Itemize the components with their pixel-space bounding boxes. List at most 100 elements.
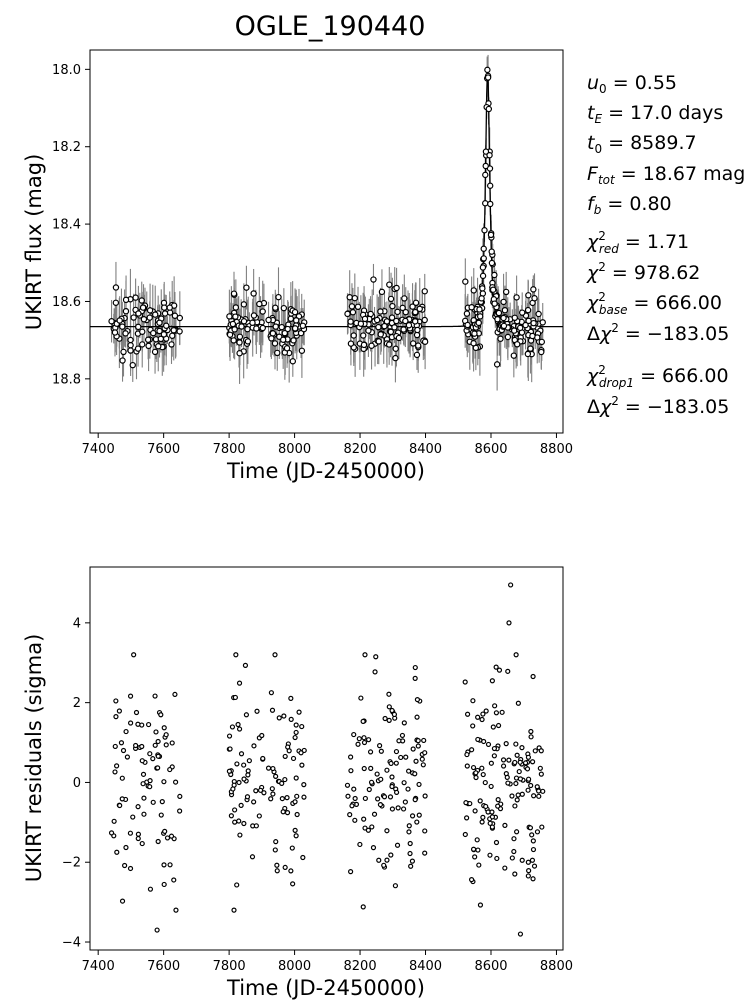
lightcurve-x-ticks: 7400 7600 7800 8000 8200 8400 8600 8800 [82, 433, 573, 457]
residual-point [293, 833, 299, 839]
residual-point [152, 693, 158, 699]
residual-point [422, 850, 428, 856]
param-tE: tE = 17.0 days [587, 102, 723, 126]
lightcurve-point [405, 322, 413, 329]
param-Ftot: Ftot = 18.67 mag [587, 163, 745, 187]
residual-point [140, 781, 146, 787]
lightcurve-point [421, 338, 429, 345]
lightcurve-point [377, 331, 384, 338]
residual-point [396, 738, 402, 744]
residual-point [285, 744, 291, 750]
lightcurve-point [230, 290, 238, 297]
lightcurve-point [351, 294, 359, 302]
lightcurve-point [287, 315, 295, 323]
lightcurve-y-ticks: 18.0 18.2 18.4 18.6 18.8 [52, 63, 90, 387]
residual-point [128, 720, 134, 726]
residual-point [412, 771, 418, 777]
residual-point [294, 811, 300, 818]
lightcurve-point [471, 330, 478, 337]
residual-point [407, 850, 413, 857]
residual-point [135, 835, 141, 842]
lightcurve-point [497, 335, 504, 342]
residual-point [274, 862, 280, 868]
x-tick-label: 8200 [344, 959, 377, 974]
residual-point [530, 838, 536, 844]
lightcurve-point [122, 307, 130, 315]
lightcurve-point [236, 350, 243, 357]
residual-point [401, 720, 407, 726]
residual-point [235, 721, 241, 728]
residual-point [464, 751, 470, 758]
lightcurve-point [265, 316, 272, 324]
lightcurve-point [530, 319, 537, 327]
lightcurve-point [510, 352, 518, 359]
residual-point [538, 748, 544, 754]
lightcurve-point [495, 309, 503, 317]
residual-point [395, 805, 401, 811]
residual-point [243, 712, 250, 718]
residual-point [242, 662, 249, 668]
residual-point [475, 736, 481, 743]
residual-point [351, 786, 357, 792]
residual-point [464, 711, 471, 717]
param-chi2-drop1: χ2 drop1 = 666.00 [586, 363, 729, 390]
lightcurve-point [488, 248, 495, 255]
residual-point [499, 709, 505, 715]
lightcurve-point [360, 341, 368, 349]
lightcurve-point [112, 284, 120, 291]
residual-point [468, 877, 475, 883]
lightcurve-point [491, 300, 498, 307]
lightcurve-point [271, 340, 279, 347]
lightcurve-point [538, 348, 545, 356]
residual-point [296, 709, 302, 715]
residual-point [506, 620, 512, 626]
residual-point [124, 754, 130, 760]
y-tick-label: 2 [73, 696, 81, 711]
residual-point [480, 771, 486, 778]
residual-point [513, 775, 520, 781]
residual-point [406, 829, 412, 835]
residual-point [355, 741, 361, 747]
residual-point [161, 862, 167, 868]
residual-point [140, 771, 147, 777]
residual-point [529, 759, 536, 765]
residual-point [409, 813, 416, 819]
residual-point [122, 862, 128, 869]
lightcurve-point [387, 295, 395, 303]
lightcurve-point [278, 323, 285, 331]
residual-point [244, 794, 251, 800]
param-chi2-red: χ2 red = 1.71 [586, 229, 689, 256]
residual-point [374, 771, 380, 777]
lightcurve-point [470, 287, 477, 294]
residual-point [123, 844, 129, 851]
residual-point [539, 824, 545, 830]
residual-point [509, 855, 515, 861]
lightcurve-point [236, 339, 243, 346]
residual-point [274, 868, 280, 874]
residual-point [155, 738, 161, 745]
lightcurve-point [280, 304, 288, 312]
residual-point [386, 704, 392, 710]
lightcurve-point [299, 322, 307, 329]
residual-point [294, 793, 300, 799]
residual-point [241, 776, 247, 782]
residual-point [273, 839, 279, 845]
residual-point [479, 716, 485, 723]
residual-point [361, 735, 367, 741]
residual-point [284, 810, 291, 816]
residual-point [232, 819, 238, 825]
residual-point [389, 707, 395, 714]
lightcurve-point [501, 306, 509, 314]
x-tick-label: 8600 [474, 442, 507, 457]
lightcurve-point [525, 317, 532, 325]
residual-point [490, 724, 496, 730]
lightcurve-point [240, 318, 248, 325]
lightcurve-point [530, 286, 537, 293]
residual-point [376, 857, 382, 863]
lightcurve-point [232, 304, 240, 311]
lightcurve-point [478, 295, 485, 302]
param-delta-chi2: Δχ2 = −183.05 [587, 321, 729, 345]
residual-point [150, 756, 156, 762]
residual-point [268, 796, 274, 802]
residual-point [226, 768, 232, 774]
